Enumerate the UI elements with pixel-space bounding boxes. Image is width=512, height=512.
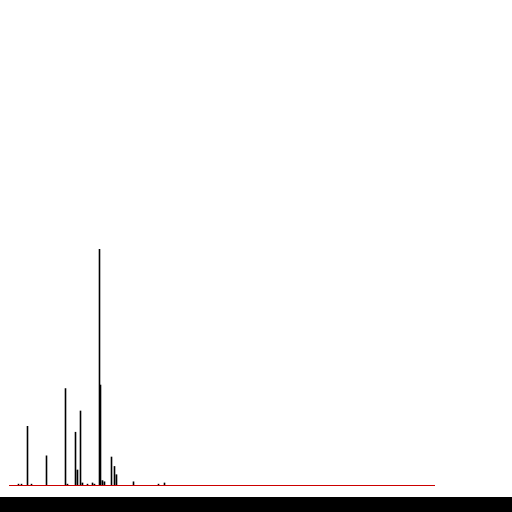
bars-layer bbox=[17, 249, 166, 485]
bottom-strip bbox=[0, 497, 512, 512]
spectrum-bar-chart bbox=[9, 249, 435, 486]
